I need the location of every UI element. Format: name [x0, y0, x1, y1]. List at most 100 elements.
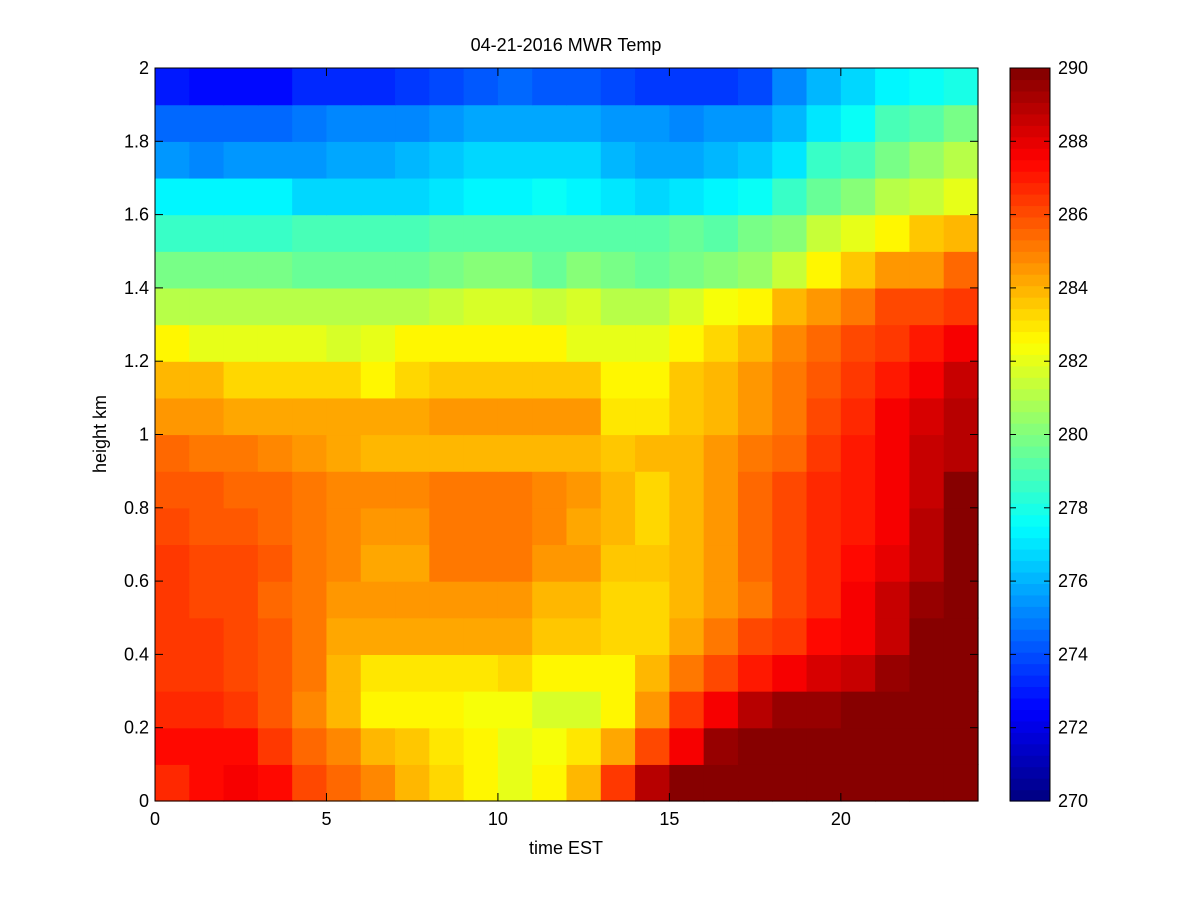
heatmap-cell: [189, 691, 225, 729]
heatmap-cell: [840, 471, 876, 509]
heatmap-cell: [223, 141, 259, 179]
heatmap-cell: [566, 691, 602, 729]
heatmap-cell: [909, 434, 945, 472]
heatmap-cell: [875, 177, 911, 216]
heatmap-cell: [257, 104, 293, 142]
heatmap-cell: [429, 104, 465, 142]
heatmap-cell: [669, 727, 705, 765]
heatmap-cell: [292, 324, 328, 362]
y-tick-label: 0.2: [124, 718, 149, 738]
heatmap-cell: [463, 727, 499, 765]
heatmap-cell: [360, 361, 396, 399]
heatmap-cell: [600, 287, 636, 326]
heatmap-cell: [360, 251, 396, 289]
heatmap-cell: [600, 581, 636, 619]
heatmap-cell: [669, 251, 705, 289]
heatmap-cell: [292, 214, 328, 252]
heatmap-cell: [395, 654, 430, 692]
heatmap-cell: [875, 324, 911, 362]
heatmap-cell: [189, 397, 225, 436]
heatmap-cell: [463, 214, 499, 252]
heatmap-cell: [669, 581, 705, 619]
heatmap-cell: [532, 251, 568, 289]
y-tick-label: 0.4: [124, 644, 149, 664]
heatmap-cell: [806, 434, 842, 472]
colorbar-band: [1010, 503, 1050, 516]
heatmap-cell: [360, 324, 396, 362]
heatmap-cell: [155, 68, 190, 106]
heatmap-cell: [772, 397, 808, 436]
colorbar-band: [1010, 262, 1050, 275]
heatmap-cell: [292, 691, 328, 729]
heatmap-cell: [875, 251, 911, 289]
heatmap-cell: [360, 434, 396, 472]
heatmap-cell: [326, 544, 362, 582]
heatmap-cell: [909, 177, 945, 216]
heatmap-cell: [326, 581, 362, 619]
heatmap-cell: [497, 471, 533, 509]
heatmap-cell: [909, 251, 945, 289]
heatmap-cell: [497, 141, 533, 179]
heatmap-cell: [395, 177, 430, 216]
heatmap-cell: [532, 581, 568, 619]
heatmap-cell: [326, 507, 362, 546]
heatmap-cell: [223, 324, 259, 362]
heatmap-cell: [532, 691, 568, 729]
colorbar-band: [1010, 789, 1050, 802]
heatmap-cell: [669, 397, 705, 436]
heatmap-cell: [600, 251, 636, 289]
heatmap-cell: [292, 581, 328, 619]
heatmap-cell: [292, 141, 328, 179]
heatmap-cell: [532, 544, 568, 582]
heatmap-cell: [360, 287, 396, 326]
heatmap-cell: [772, 214, 808, 252]
heatmap-cell: [292, 654, 328, 692]
heatmap-cell: [326, 177, 362, 216]
heatmap-cell: [360, 507, 396, 546]
colorbar-tick-label: 282: [1058, 351, 1088, 371]
colorbar-band: [1010, 68, 1050, 81]
heatmap-cell: [943, 214, 979, 252]
heatmap-cell: [360, 764, 396, 802]
heatmap-cell: [875, 507, 911, 546]
colorbar-band: [1010, 686, 1050, 699]
heatmap-cell: [875, 141, 911, 179]
heatmap-cell: [257, 361, 293, 399]
heatmap-cell: [943, 691, 979, 729]
heatmap-cell: [806, 654, 842, 692]
heatmap-cell: [840, 654, 876, 692]
heatmap-cell: [772, 104, 808, 142]
colorbar-tick-label: 290: [1058, 58, 1088, 78]
heatmap-cell: [155, 654, 190, 692]
heatmap-cell: [943, 397, 979, 436]
heatmap-cell: [840, 251, 876, 289]
heatmap-cell: [223, 397, 259, 436]
heatmap-cell: [395, 727, 430, 765]
heatmap-cell: [943, 177, 979, 216]
heatmap-cell: [943, 764, 979, 802]
colorbar-band: [1010, 239, 1050, 252]
heatmap-cell: [463, 544, 499, 582]
heatmap-cell: [669, 324, 705, 362]
heatmap-cell: [875, 68, 911, 106]
heatmap-cell: [669, 654, 705, 692]
y-tick-label: 1.8: [124, 131, 149, 151]
heatmap-cell: [772, 324, 808, 362]
colorbar-band: [1010, 549, 1050, 562]
heatmap-cell: [497, 764, 533, 802]
heatmap-cell: [257, 287, 293, 326]
heatmap-cell: [943, 68, 979, 106]
heatmap-cell: [669, 434, 705, 472]
heatmap-cell: [600, 104, 636, 142]
heatmap-cell: [532, 617, 568, 655]
heatmap-cell: [806, 507, 842, 546]
heatmap-cell: [155, 251, 190, 289]
heatmap-cell: [600, 691, 636, 729]
heatmap-cell: [840, 691, 876, 729]
heatmap-cell: [875, 764, 911, 802]
heatmap-cell: [806, 581, 842, 619]
heatmap-cell: [943, 287, 979, 326]
heatmap-cell: [189, 214, 225, 252]
heatmap-cell: [223, 177, 259, 216]
colorbar-band: [1010, 720, 1050, 733]
